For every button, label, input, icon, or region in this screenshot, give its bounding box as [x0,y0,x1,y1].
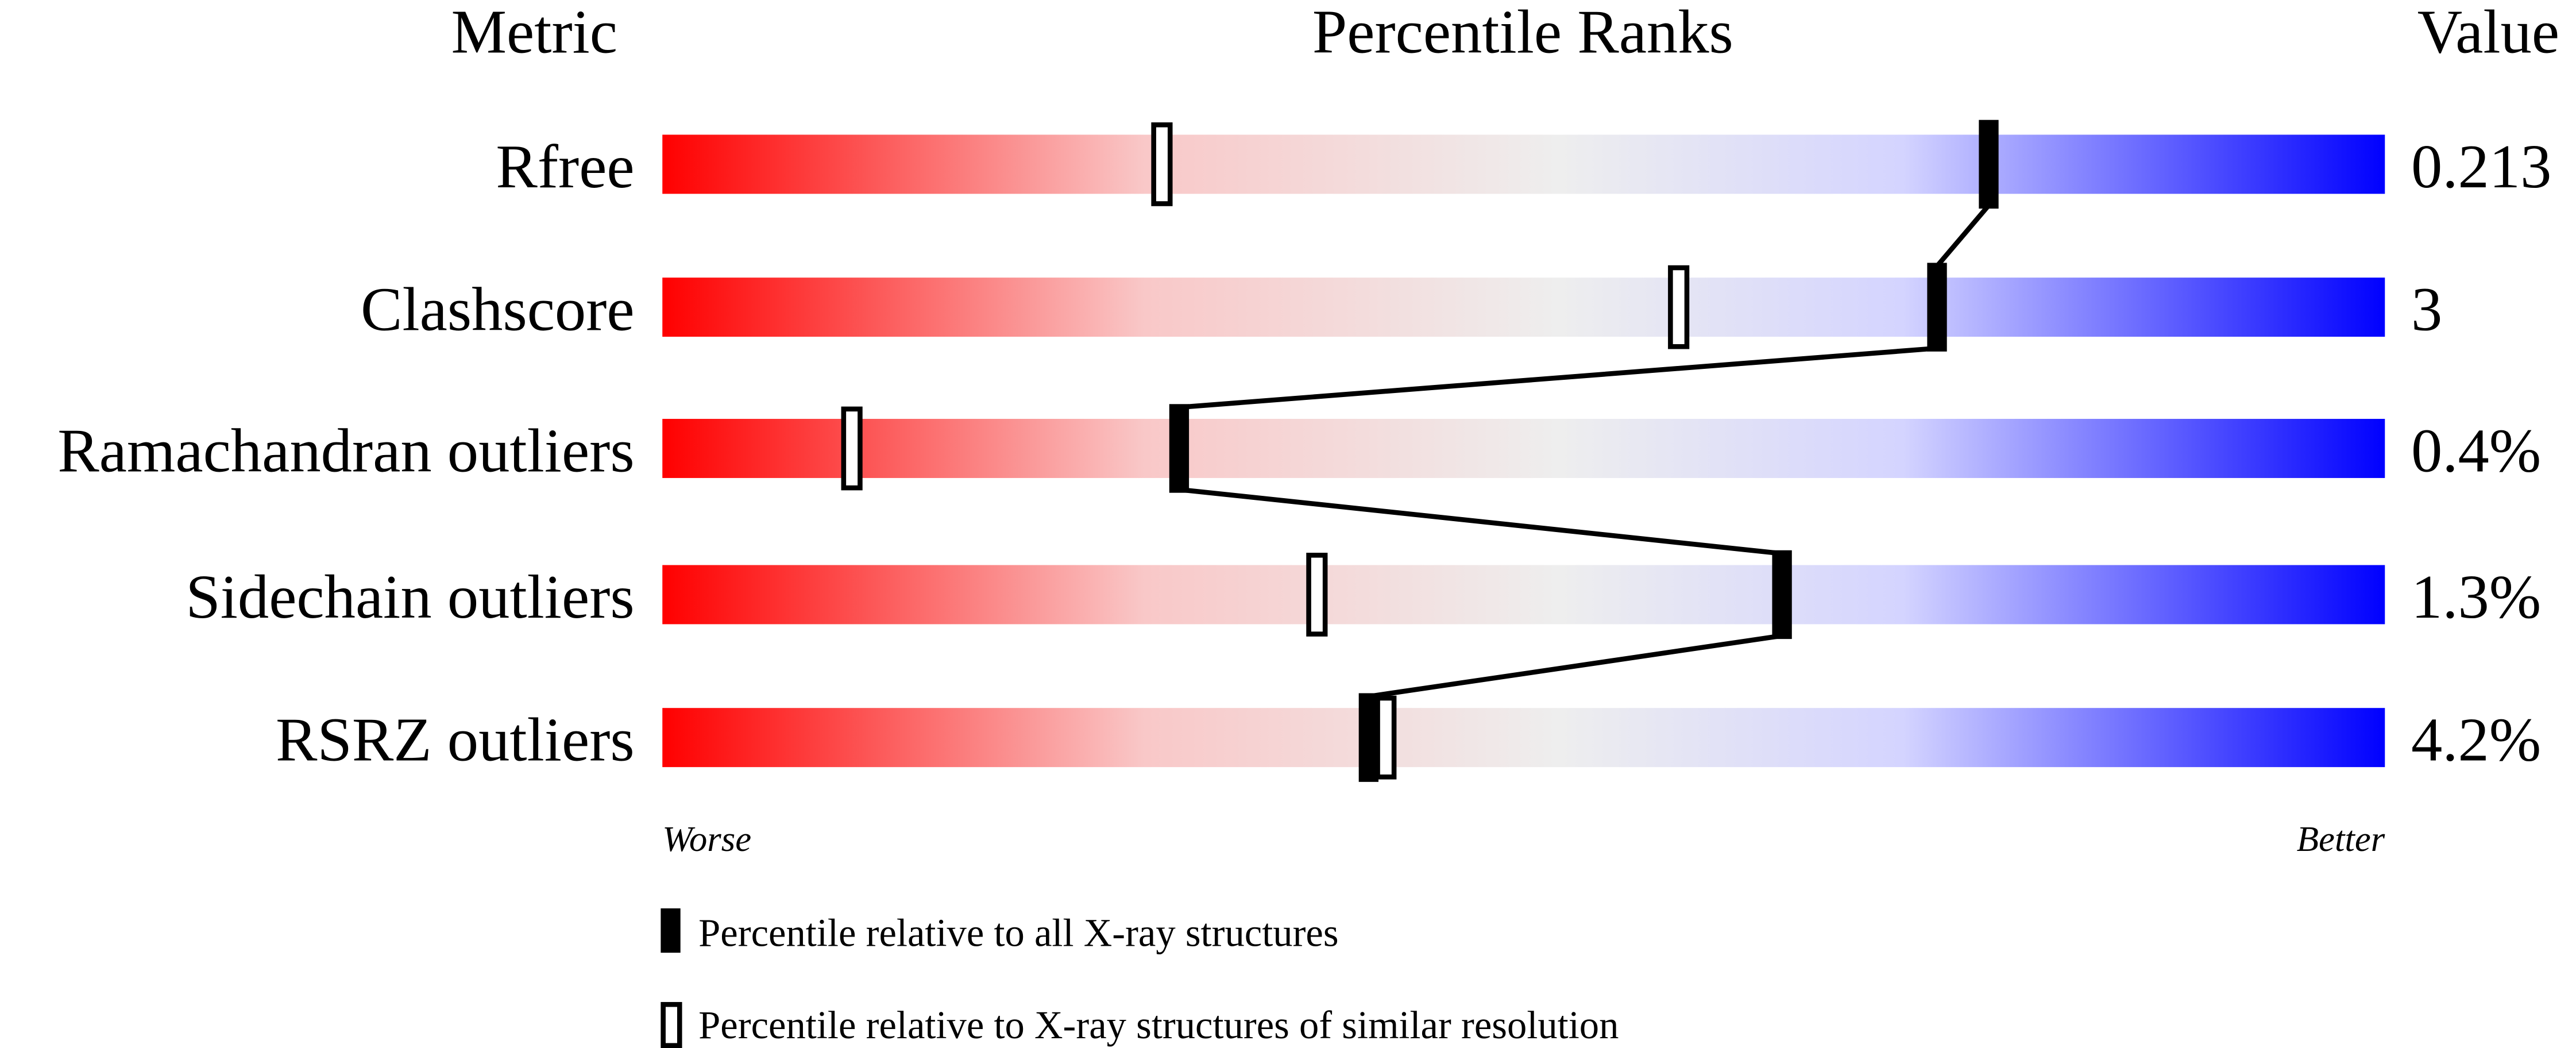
header-value: Value [2417,0,2559,66]
percentile-bar [662,565,2385,625]
axis-better-label: Better [2297,819,2385,859]
marker-all-structures [1927,263,1947,352]
metric-label: Sidechain outliers [186,562,634,631]
legend-filled-marker [661,908,681,953]
marker-all-structures [1772,550,1792,639]
metric-value: 3 [2411,275,2442,344]
legend-filled-label: Percentile relative to all X-ray structu… [698,911,1338,955]
metric-label: Clashscore [361,275,635,344]
percentile-bar [662,278,2385,337]
metric-value: 4.2% [2411,706,2541,775]
axis-worse-label: Worse [662,819,751,859]
marker-similar-resolution [1375,695,1397,780]
metric-label: Rfree [496,132,634,201]
legend-open-label: Percentile relative to X-ray structures … [698,1003,1619,1047]
marker-similar-resolution [1151,122,1173,206]
percentile-bar [662,708,2385,768]
marker-all-structures [1169,404,1189,493]
metric-value: 0.4% [2411,417,2541,486]
percentile-bar [662,134,2385,194]
metric-label: Ramachandran outliers [57,417,634,486]
metric-value: 0.213 [2411,132,2551,201]
metric-label: RSRZ outliers [276,706,635,775]
header-metric: Metric [451,0,617,66]
header-percentile-ranks: Percentile Ranks [1312,0,1733,66]
percentile-bar [662,419,2385,478]
marker-similar-resolution [841,406,863,491]
legend-open-marker [661,1001,682,1048]
marker-similar-resolution [1306,553,1328,637]
metric-value: 1.3% [2411,562,2541,631]
marker-all-structures [1979,120,1999,209]
marker-similar-resolution [1668,265,1690,349]
